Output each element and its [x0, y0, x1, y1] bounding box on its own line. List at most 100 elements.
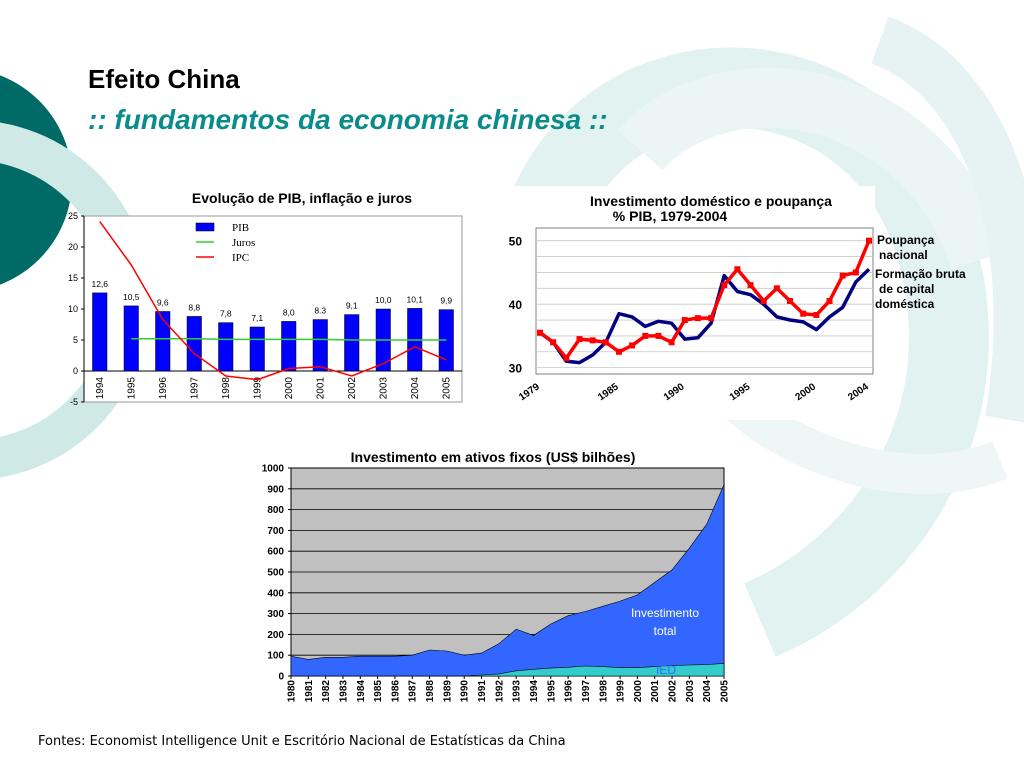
y-tick-label: 15	[68, 273, 78, 283]
x-tick-label: 1999	[616, 680, 627, 703]
x-tick-label: 1993	[512, 680, 523, 703]
savings-marker	[655, 332, 662, 339]
savings-marker	[629, 342, 636, 349]
pib-bar	[312, 319, 328, 372]
x-tick-label: 2005	[441, 377, 452, 400]
pib-data-label: 10,5	[123, 292, 140, 302]
x-tick-label: 1996	[564, 680, 575, 703]
x-tick-label: 2004	[702, 680, 713, 703]
x-tick-label: 1994	[529, 680, 540, 703]
savings-marker	[852, 269, 859, 276]
pib-bar	[249, 326, 265, 372]
pib-bar	[281, 321, 297, 372]
savings-marker	[576, 336, 583, 343]
x-tick-label: 1987	[408, 680, 419, 703]
x-tick-label: 1986	[390, 680, 401, 703]
y-tick-label: 10	[68, 304, 78, 314]
x-tick-label: 1992	[494, 680, 505, 703]
x-tick-label: 2004	[410, 377, 421, 400]
series-line-investment	[538, 268, 871, 365]
x-tick-label: 1998	[598, 680, 609, 703]
y-tick-label: 1000	[262, 464, 285, 475]
x-tick-label: 1985	[373, 680, 384, 703]
savings-marker	[773, 285, 780, 292]
savings-marker	[668, 339, 675, 346]
savings-marker	[826, 298, 833, 304]
savings-marker	[708, 315, 715, 322]
x-tick-label: 1995	[126, 377, 137, 400]
x-tick-label: 2005	[720, 680, 731, 703]
savings-marker	[694, 315, 701, 322]
pib-inflation-interest-chart: Evolução de PIB, inflação e juros -5 0 5 10…	[68, 190, 463, 407]
x-tick-label: 1981	[304, 680, 315, 703]
legend-label-pib: PIB	[232, 222, 249, 234]
legend-label-investment: Formação bruta de capital doméstica	[875, 267, 966, 311]
savings-marker	[642, 332, 649, 339]
legend-label-juros: Juros	[232, 237, 255, 249]
savings-marker	[866, 237, 872, 244]
x-tick-label: 2000	[633, 680, 644, 703]
x-tick-label: 1990	[460, 680, 471, 703]
area-fdi	[291, 663, 725, 677]
pib-data-label: 12,6	[91, 279, 108, 289]
x-tick-label: 1998	[221, 377, 232, 400]
pib-data-label: 10,0	[375, 295, 392, 305]
savings-marker	[615, 348, 622, 355]
pib-bar	[344, 314, 360, 372]
x-tick-label: 1983	[338, 680, 349, 703]
x-tick-label: 2000	[284, 377, 295, 400]
y-tick-label: 0	[278, 672, 284, 683]
savings-marker	[747, 282, 754, 289]
area-label-total: Investimento total	[631, 606, 699, 638]
y-tick-label: 100	[267, 651, 284, 662]
y-tick-label: 30	[509, 362, 523, 376]
slide-subtitle: :: fundamentos da economia chinesa ::	[88, 104, 608, 135]
savings-marker	[760, 298, 767, 304]
y-tick-label: 700	[267, 526, 284, 537]
y-tick-label: 40	[509, 298, 523, 312]
chart-legend: Poupança nacional Formação bruta de capita…	[875, 233, 966, 311]
x-tick-label: 1999	[252, 377, 263, 400]
source-note: Fontes: Economist Intelligence Unit e Es…	[38, 734, 566, 749]
savings-marker	[681, 317, 688, 324]
y-tick-label: 600	[267, 547, 284, 558]
y-tick-label: 400	[267, 588, 284, 599]
y-tick-label: 900	[267, 484, 284, 495]
legend-label-ipc: IPC	[232, 252, 249, 264]
savings-marker	[602, 339, 609, 346]
y-tick-label: 20	[68, 242, 78, 252]
pib-data-label: 8,8	[188, 302, 200, 312]
x-tick-label: 2002	[668, 680, 679, 703]
x-tick-label: 2003	[685, 680, 696, 703]
savings-marker	[537, 329, 543, 336]
x-tick-label: 2001	[315, 377, 326, 400]
pib-bar	[186, 316, 202, 372]
fixed-asset-investment-chart: Investimento em ativos fixos (US$ bilhõe…	[262, 449, 731, 703]
x-tick-label: 1984	[356, 680, 367, 703]
savings-marker	[563, 355, 570, 362]
area-label-fdi: IED	[656, 663, 676, 677]
savings-marker	[550, 339, 557, 346]
chart-title: Investimento em ativos fixos (US$ bilhõe…	[351, 449, 636, 465]
y-tick-label: 500	[267, 568, 284, 579]
x-tick-label: 2002	[347, 377, 358, 400]
x-tick-label: 1997	[189, 377, 200, 400]
pib-data-label: 9,9	[440, 296, 452, 306]
x-tick-label: 1991	[477, 680, 488, 703]
x-tick-label: 1995	[546, 680, 557, 703]
chart-title: Evolução de PIB, inflação e juros	[192, 190, 412, 206]
savings-marker	[813, 311, 820, 318]
savings-marker	[734, 266, 741, 273]
pib-bar	[155, 311, 171, 372]
chart-legend: PIB Juros IPC	[195, 222, 255, 264]
chart-title: Investimento doméstico e poupança	[590, 193, 832, 209]
x-tick-label: 1994	[95, 377, 106, 400]
legend-swatch-pib	[195, 222, 215, 232]
pib-data-label: 10,1	[406, 294, 423, 304]
y-tick-label: 0	[73, 366, 78, 376]
pib-bar	[92, 292, 108, 372]
savings-marker	[721, 282, 728, 289]
y-tick-label: 200	[267, 630, 284, 641]
series-line-ipc	[99, 221, 447, 381]
savings-marker	[800, 310, 807, 317]
